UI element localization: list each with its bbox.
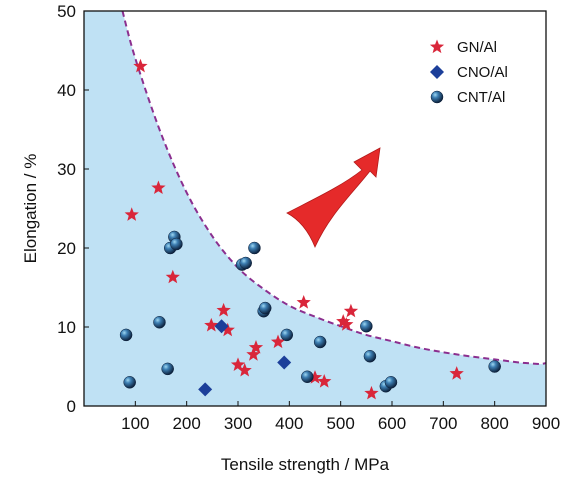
- data-point: [296, 295, 311, 309]
- data-point: [214, 319, 229, 334]
- data-point: [133, 58, 148, 73]
- region-fill: [84, 11, 546, 406]
- data-point: [280, 328, 294, 342]
- y-tick-label: 30: [57, 160, 76, 179]
- data-point: [277, 355, 292, 370]
- data-point: [216, 302, 231, 317]
- data-point: [339, 317, 354, 331]
- data-point: [198, 382, 213, 397]
- x-tick-label: 800: [480, 414, 508, 433]
- data-point: [123, 376, 136, 389]
- y-tick-label: 50: [57, 2, 76, 21]
- legend: GN/Al CNO/Al CNT/Al: [429, 39, 508, 106]
- trend-arrow: [286, 147, 381, 249]
- data-point: [307, 370, 323, 384]
- data-point: [161, 362, 174, 376]
- x-tick-label: 600: [378, 414, 406, 433]
- arrow-icon: [286, 147, 381, 249]
- data-point: [488, 360, 501, 373]
- data-point: [258, 301, 272, 315]
- data-point: [165, 269, 180, 284]
- legend-marker: [429, 39, 445, 54]
- x-axis-title: Tensile strength / MPa: [221, 455, 390, 474]
- data-point: [246, 347, 261, 361]
- x-tick-label: 100: [121, 414, 149, 433]
- data-point: [384, 376, 398, 389]
- data-point: [248, 340, 264, 354]
- data-point: [248, 241, 261, 255]
- data-point: [336, 314, 351, 328]
- data-point: [239, 256, 252, 270]
- data-point: [230, 357, 246, 371]
- x-tick-label: 500: [326, 414, 354, 433]
- data-point: [204, 317, 219, 332]
- x-tick-label: 400: [275, 414, 303, 433]
- data-point: [363, 349, 377, 363]
- data-point: [343, 303, 359, 318]
- y-tick-label: 0: [67, 397, 76, 416]
- series-gn-al: [124, 58, 464, 400]
- y-tick-label: 40: [57, 81, 76, 100]
- feasible-region-fill: [84, 11, 546, 406]
- data-point: [364, 385, 379, 400]
- legend-label: GN/Al: [457, 39, 497, 56]
- x-tick-label: 200: [172, 414, 200, 433]
- y-axis-title: Elongation / %: [21, 154, 40, 264]
- data-point: [301, 370, 314, 384]
- legend-marker: [430, 65, 444, 79]
- data-point: [220, 322, 235, 337]
- x-tick-label: 700: [429, 414, 457, 433]
- x-tick-label: 300: [224, 414, 252, 433]
- series-cnt-al: [119, 230, 501, 393]
- axes: 100 200 300 400 500 600 700 800 900 0 10 20 30 40 50 Te…: [21, 2, 560, 474]
- y-tick-label: 10: [57, 318, 76, 337]
- legend-marker: [430, 90, 444, 104]
- data-point: [237, 362, 252, 377]
- data-points: [119, 58, 501, 400]
- y-tick-label: 20: [57, 239, 76, 258]
- data-point: [449, 366, 464, 380]
- legend-label: CNO/Al: [457, 64, 508, 81]
- axes-frame: [83, 10, 547, 407]
- data-point: [313, 335, 327, 349]
- data-point: [317, 374, 332, 388]
- data-point: [270, 334, 286, 349]
- data-point: [170, 237, 183, 251]
- data-point: [153, 316, 166, 329]
- series-cno-al: [198, 319, 292, 397]
- legend-label: CNT/Al: [457, 89, 505, 106]
- data-point: [119, 328, 133, 342]
- x-tick-label: 900: [532, 414, 560, 433]
- data-point: [360, 319, 373, 333]
- data-point: [151, 180, 166, 194]
- data-point: [124, 207, 139, 221]
